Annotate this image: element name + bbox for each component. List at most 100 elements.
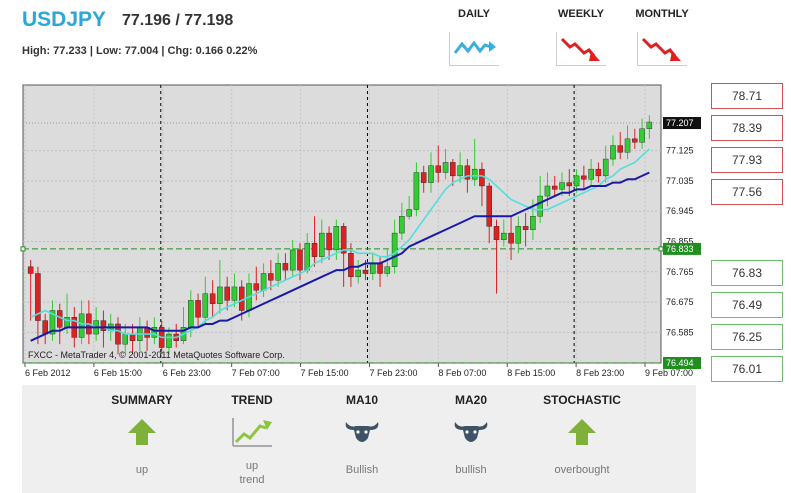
indicator-value: overbought (554, 464, 610, 476)
period-weekly-label: WEEKLY (557, 8, 605, 20)
candle-body (624, 138, 631, 153)
candle-body (442, 162, 449, 173)
bull-icon (421, 415, 521, 449)
candle-body (413, 172, 420, 210)
trend-up-chart-icon (202, 415, 302, 449)
candle-body (406, 209, 412, 217)
candle-body (195, 300, 201, 318)
candle-body (573, 175, 580, 187)
period-daily[interactable]: DAILY (434, 8, 514, 66)
candle-body (122, 333, 129, 345)
up-arrow-icon (92, 415, 192, 449)
candle-body (100, 320, 107, 331)
candle-body (471, 168, 478, 180)
candle-body (151, 327, 158, 338)
candle-body (362, 269, 369, 274)
candle-body (188, 300, 194, 328)
y-tick-label: 76.945 (666, 206, 694, 216)
candle-body (537, 195, 543, 217)
indicator-title: MA20 (454, 393, 487, 407)
candle-body (217, 286, 223, 304)
x-tick-label: 7 Feb 07:00 (232, 368, 280, 378)
candle-body (27, 266, 34, 274)
x-tick-label: 6 Feb 15:00 (94, 368, 142, 378)
resistance-level: 78.39 (711, 115, 783, 141)
candle-body (115, 323, 121, 345)
resistance-level: 77.93 (711, 147, 783, 173)
level-price-box (663, 242, 701, 255)
candle-body (508, 232, 514, 244)
support-level: 76.01 (711, 356, 783, 382)
x-tick-label: 7 Feb 15:00 (301, 368, 349, 378)
candle-body (326, 232, 332, 251)
candle-body (224, 286, 230, 301)
candle-body (253, 283, 260, 291)
candle-body (493, 226, 500, 241)
candle-body (581, 175, 587, 180)
candle-body (231, 286, 238, 301)
level-line-handle-left (20, 246, 26, 252)
x-tick-label: 8 Feb 15:00 (507, 368, 555, 378)
candle-body (551, 185, 558, 190)
candle-body (428, 165, 434, 183)
y-tick-label: 77.125 (666, 146, 694, 156)
candle-body (282, 263, 289, 271)
candle-body (377, 263, 383, 274)
y-tick-label: 76.855 (666, 237, 694, 247)
trend-wave-icon (449, 32, 499, 66)
x-tick-label: 8 Feb 07:00 (438, 368, 486, 378)
indicator-title: STOCHASTIC (543, 393, 621, 407)
level-price-label: 76.833 (666, 244, 694, 254)
candle-body (340, 226, 347, 254)
bottom-price-label: 76.494 (666, 358, 694, 368)
candle-body (515, 226, 522, 244)
candle-body (435, 165, 442, 173)
candle-body (260, 273, 267, 291)
period-weekly[interactable]: WEEKLY (541, 8, 621, 66)
chart-watermark: FXCC - MetaTrader 4, © 2001-2011 MetaQuo… (28, 350, 285, 360)
indicator-value: Bullish (345, 464, 379, 476)
indicator-ma10: MA10 Bullish (312, 393, 412, 477)
trend-down-icon (637, 32, 687, 66)
indicator-trend: TREND up trend (202, 393, 302, 487)
candle-body (530, 216, 536, 230)
candle-body (166, 333, 172, 348)
symbol-title: USDJPY (22, 8, 107, 31)
x-tick-label: 6 Feb 23:00 (163, 368, 211, 378)
candle-body (333, 226, 340, 251)
candle-body (420, 172, 427, 183)
period-monthly[interactable]: MONTHLY (622, 8, 702, 66)
candle-body (610, 145, 616, 160)
trend-down-icon (556, 32, 606, 66)
period-monthly-label: MONTHLY (635, 8, 689, 20)
bid-ask-quote: 77.196 / 77.198 (122, 12, 234, 29)
indicator-value: up (135, 464, 149, 476)
y-tick-label: 76.675 (666, 297, 694, 307)
indicator-value: up trend (202, 459, 302, 487)
candle-body (209, 293, 216, 304)
candle-body (297, 249, 303, 271)
current-price-label: 77.207 (666, 118, 694, 128)
candle-body (42, 320, 48, 335)
up-arrow-icon (532, 415, 632, 449)
indicator-title: TREND (231, 393, 273, 407)
candle-body (588, 168, 594, 180)
level-line-handle-right (658, 246, 664, 252)
indicator-stochastic: STOCHASTIC overbought (532, 393, 632, 477)
candle-body (457, 165, 463, 177)
resistance-levels: 78.71 78.39 77.93 77.56 (711, 83, 783, 211)
candle-body (355, 269, 361, 278)
candle-body (486, 185, 492, 227)
indicator-panel: SUMMARY up TREND up trend MA10 Bullish M… (22, 385, 696, 493)
candle-body (319, 232, 325, 257)
candle-body (35, 273, 41, 321)
x-tick-label: 8 Feb 23:00 (576, 368, 624, 378)
indicator-value-line-2: trend (239, 474, 265, 486)
candle-body (464, 165, 471, 180)
candle-body (129, 333, 136, 341)
y-tick-label: 76.765 (666, 267, 694, 277)
candle-body (268, 273, 274, 281)
daily-stats: High: 77.233 | Low: 77.004 | Chg: 0.166 … (22, 45, 258, 57)
support-level: 76.83 (711, 260, 783, 286)
candle-body (348, 253, 354, 278)
